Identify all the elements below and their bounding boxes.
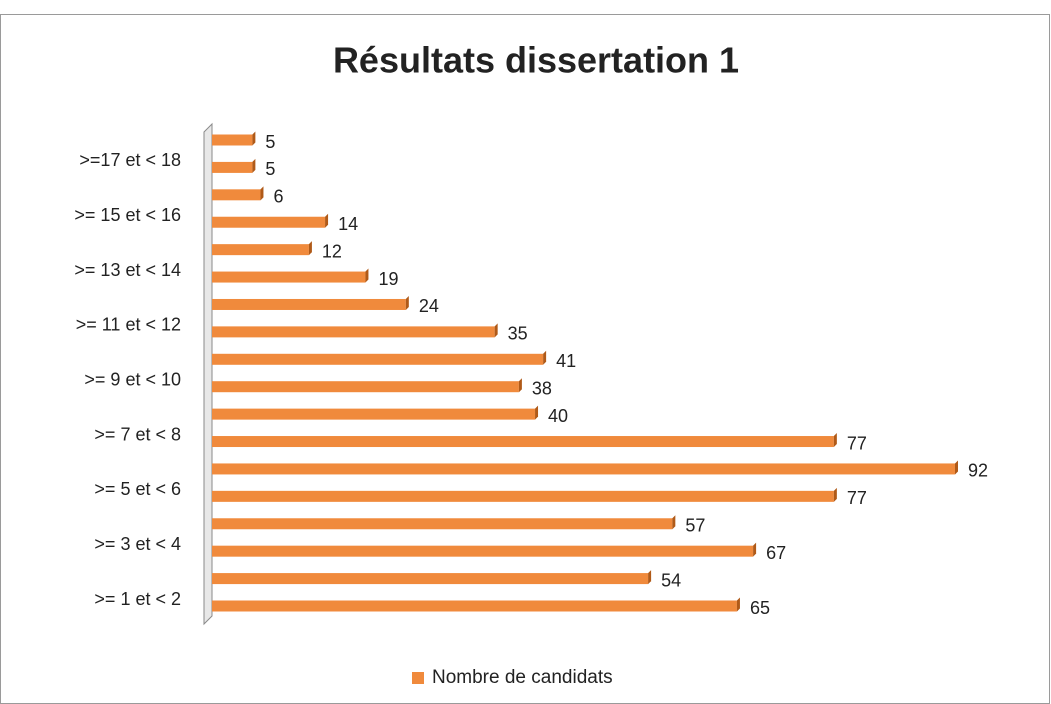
bar	[212, 518, 673, 530]
data-label: 40	[548, 406, 568, 426]
bar	[212, 216, 326, 228]
bar-side	[648, 570, 652, 585]
data-label: 77	[847, 488, 867, 508]
bar-side	[833, 433, 837, 448]
bar-side	[672, 515, 676, 530]
data-label: 57	[685, 516, 705, 536]
data-label: 77	[847, 433, 867, 453]
data-label: 19	[378, 269, 398, 289]
bar-side	[405, 295, 409, 310]
data-label: 5	[265, 132, 275, 152]
bar-side	[494, 323, 498, 338]
bar	[212, 271, 366, 283]
data-label: 24	[419, 296, 439, 316]
data-label: 67	[766, 543, 786, 563]
bar-side	[260, 186, 264, 201]
y-tick-label: >= 9 et < 10	[84, 369, 181, 389]
data-label: 5	[265, 159, 275, 179]
bar	[212, 353, 544, 365]
y-tick-label: >= 5 et < 6	[94, 479, 181, 499]
y-tick-label: >= 3 et < 4	[94, 534, 181, 554]
bar-side	[518, 378, 522, 393]
bar-side	[252, 131, 256, 146]
bar	[212, 408, 536, 420]
legend-label: Nombre de candidats	[432, 667, 613, 688]
bar-side	[955, 460, 958, 475]
chart-title: Résultats dissertation 1	[333, 40, 739, 81]
data-label: 65	[750, 598, 770, 618]
bar-side	[753, 542, 757, 557]
data-label: 54	[661, 570, 681, 590]
data-label: 14	[338, 214, 358, 234]
y-tick-label: >= 11 et < 12	[76, 315, 181, 335]
y-tick-label: >= 15 et < 16	[74, 205, 181, 225]
data-label: 92	[968, 461, 988, 481]
axis-wall	[203, 122, 213, 626]
bar	[212, 573, 649, 585]
data-label: 35	[508, 324, 528, 344]
bar-side	[833, 487, 837, 502]
data-label: 12	[322, 241, 342, 261]
bar-side	[308, 241, 312, 256]
bar	[212, 436, 834, 448]
legend-swatch	[412, 672, 424, 684]
data-label: 6	[273, 187, 283, 207]
bar	[212, 161, 253, 173]
y-tick-label: >= 1 et < 2	[94, 589, 181, 609]
bar-side	[736, 597, 740, 612]
y-tick-label: >=17 et < 18	[79, 150, 181, 170]
bar	[212, 490, 834, 502]
bar	[212, 600, 737, 612]
data-label: 38	[532, 378, 552, 398]
bar-side	[535, 405, 539, 420]
bar	[212, 134, 253, 146]
bar-side	[325, 213, 329, 228]
bar	[212, 244, 309, 256]
y-tick-label: >= 7 et < 8	[94, 424, 181, 444]
bar	[212, 545, 754, 557]
bar	[212, 381, 519, 393]
bar	[212, 298, 406, 310]
bar-side	[365, 268, 369, 283]
bar-side	[252, 158, 256, 173]
bar	[212, 463, 955, 475]
bar	[212, 326, 495, 338]
bar-side	[543, 350, 547, 365]
bar	[212, 189, 261, 201]
data-label: 41	[556, 351, 576, 371]
y-tick-label: >= 13 et < 14	[74, 260, 181, 280]
